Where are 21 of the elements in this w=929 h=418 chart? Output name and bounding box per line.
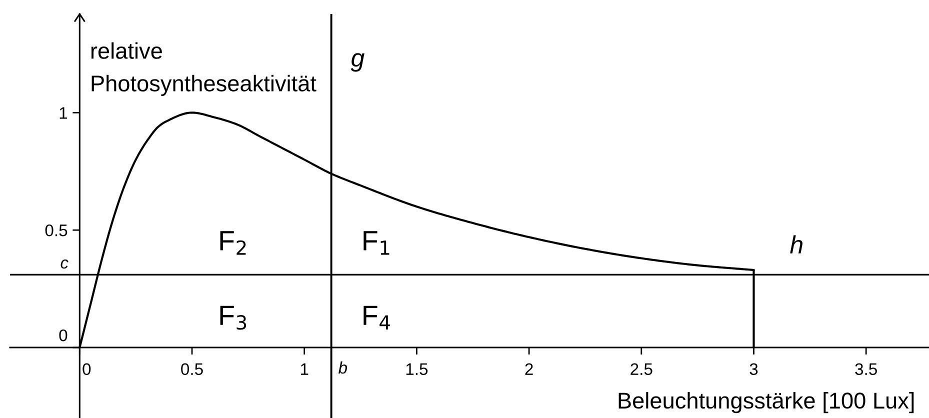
- annotation: c: [60, 260, 68, 269]
- annotation: b: [338, 361, 348, 374]
- y-axis-title: relative Photosyntheseaktivität: [91, 42, 316, 96]
- x-tick-label: 0.5: [181, 363, 203, 376]
- annotation: F$_{4}$: [364, 306, 390, 330]
- x-tick-label: 1.5: [406, 363, 428, 376]
- annotation: F$_{1}$: [364, 231, 390, 255]
- annotation: F$_{2}$: [220, 231, 246, 255]
- x-axis-title: Beleuchtungsstärke [100 Lux]: [618, 392, 914, 414]
- x-tick-label: 2: [525, 363, 533, 375]
- x-tick-label: 1: [300, 363, 308, 375]
- x-tick-label: 3.5: [855, 363, 877, 376]
- annotation: F$_{3}$: [220, 306, 246, 330]
- ref-line-label: g: [350, 53, 364, 72]
- ref-line-label: h: [790, 235, 802, 254]
- y-tick-label: 0: [59, 329, 68, 342]
- x-tick-label: 0: [82, 363, 91, 376]
- x-tick-label: 2.5: [630, 363, 652, 376]
- y-tick-label: 0.5: [45, 224, 68, 236]
- y-tick-label: 1: [60, 107, 68, 119]
- x-tick-label: 3: [750, 363, 758, 376]
